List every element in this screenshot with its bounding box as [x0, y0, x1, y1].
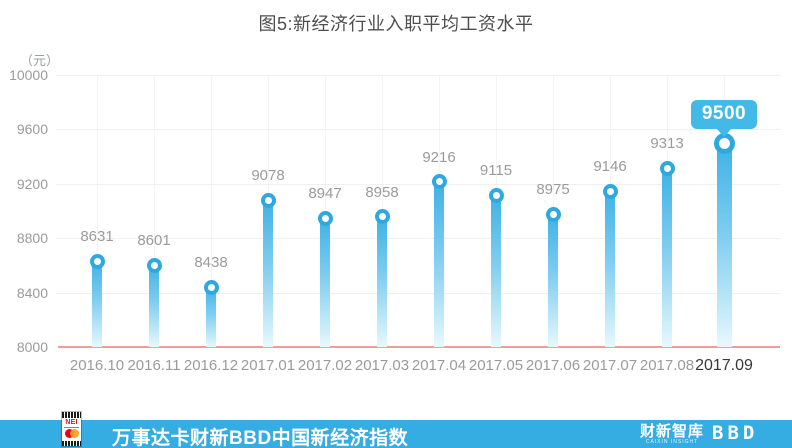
nei-index-logo: NEI	[62, 412, 81, 446]
x-axis-tick-label: 2016.12	[183, 357, 239, 374]
y-axis-unit-label: （元）	[20, 53, 60, 68]
x-axis-tick-label: 2017.02	[297, 357, 353, 374]
callout-pointer-icon	[717, 129, 731, 137]
horizontal-gridline	[56, 292, 780, 294]
value-label: 9146	[593, 158, 627, 176]
data-point-marker	[431, 174, 447, 190]
salary-bar	[206, 287, 216, 347]
data-point-marker	[545, 206, 561, 222]
salary-bar	[662, 168, 672, 347]
x-axis-tick-label: 2017.04	[411, 357, 467, 374]
y-axis-tick-label: 9600	[16, 121, 48, 138]
x-axis-tick-label: 2017.06	[525, 357, 581, 374]
value-label: 8631	[80, 228, 114, 246]
y-axis-tick-label: 8800	[16, 230, 48, 247]
salary-bar	[434, 181, 444, 347]
chart-title: 图5:新经济行业入职平均工资水平	[258, 14, 534, 34]
nei-logo-divider	[63, 427, 80, 428]
data-point-marker	[203, 279, 219, 295]
x-axis-tick-label: 2017.08	[639, 357, 695, 374]
vertical-gridline	[97, 75, 98, 347]
salary-bar	[605, 191, 615, 347]
salary-bar	[92, 261, 102, 347]
x-axis-tick-label: 2017.03	[354, 357, 410, 374]
y-axis-tick-label: 8000	[16, 339, 48, 355]
x-axis-tick-label: 2017.09	[695, 357, 753, 374]
data-point-marker	[260, 192, 276, 208]
value-label: 9216	[422, 148, 456, 166]
caixin-logo-subtext: CAIXIN INSIGHT	[645, 439, 699, 445]
value-label: 8947	[308, 185, 342, 203]
footer-bar	[0, 420, 792, 448]
horizontal-gridline	[56, 183, 780, 185]
value-label: 8601	[137, 232, 171, 250]
salary-bar	[548, 214, 558, 347]
value-label: 8438	[194, 254, 228, 272]
vertical-gridline	[211, 75, 212, 347]
horizontal-gridline	[56, 238, 780, 240]
x-axis-tick-label: 2017.05	[468, 357, 524, 374]
nei-logo-text: NEI	[65, 419, 78, 426]
highlight-value-callout: 9500	[684, 100, 764, 137]
salary-bar	[149, 265, 159, 347]
highlight-value-label: 9500	[690, 100, 758, 129]
bbd-logo: BBD	[712, 422, 759, 444]
salary-bar	[716, 143, 732, 347]
y-axis-tick-label: 9200	[16, 175, 48, 192]
mastercard-circles-icon	[64, 429, 79, 438]
horizontal-gridline	[56, 75, 780, 76]
x-axis-tick-label: 2016.10	[69, 357, 125, 374]
value-label: 9313	[650, 135, 684, 153]
horizontal-gridline	[56, 129, 780, 131]
salary-bar	[491, 195, 501, 347]
salary-bar	[320, 218, 330, 347]
x-axis-tick-label: 2017.01	[240, 357, 296, 374]
caixin-insight-logo: 财新智库 CAIXIN INSIGHT	[640, 424, 704, 445]
data-point-marker	[659, 160, 675, 176]
value-label: 9115	[479, 162, 513, 180]
caixin-logo-text: 财新智库	[640, 423, 705, 440]
data-point-marker	[488, 187, 504, 203]
data-point-marker	[89, 253, 105, 269]
data-point-marker	[374, 209, 390, 225]
data-point-marker	[317, 210, 333, 226]
value-label: 8975	[536, 181, 570, 199]
salary-bar	[377, 216, 387, 347]
footer-title: 万事达卡财新BBD中国新经济指数	[112, 428, 409, 448]
x-axis-tick-label: 2017.07	[582, 357, 638, 374]
y-axis-tick-label: 10000	[9, 67, 48, 83]
x-axis-tick-label: 2016.11	[127, 357, 181, 374]
data-point-marker	[602, 183, 618, 199]
value-label: 9078	[251, 167, 285, 185]
x-axis-baseline	[58, 346, 780, 348]
data-point-marker	[146, 257, 162, 273]
nei-logo-stripes-icon	[62, 412, 81, 418]
vertical-gridline	[154, 75, 155, 347]
salary-bar	[263, 200, 273, 347]
y-axis-tick-label: 8400	[16, 284, 48, 301]
value-label: 8958	[365, 183, 399, 201]
nei-logo-stripes-icon	[62, 441, 81, 446]
